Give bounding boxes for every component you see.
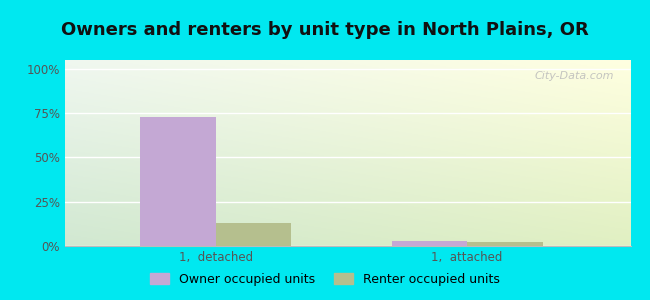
Text: City-Data.com: City-Data.com (534, 71, 614, 81)
Legend: Owner occupied units, Renter occupied units: Owner occupied units, Renter occupied un… (146, 268, 504, 291)
Bar (216, 223, 291, 246)
Text: Owners and renters by unit type in North Plains, OR: Owners and renters by unit type in North… (61, 21, 589, 39)
Bar (392, 241, 467, 246)
Bar (467, 242, 543, 246)
Bar (140, 117, 216, 246)
